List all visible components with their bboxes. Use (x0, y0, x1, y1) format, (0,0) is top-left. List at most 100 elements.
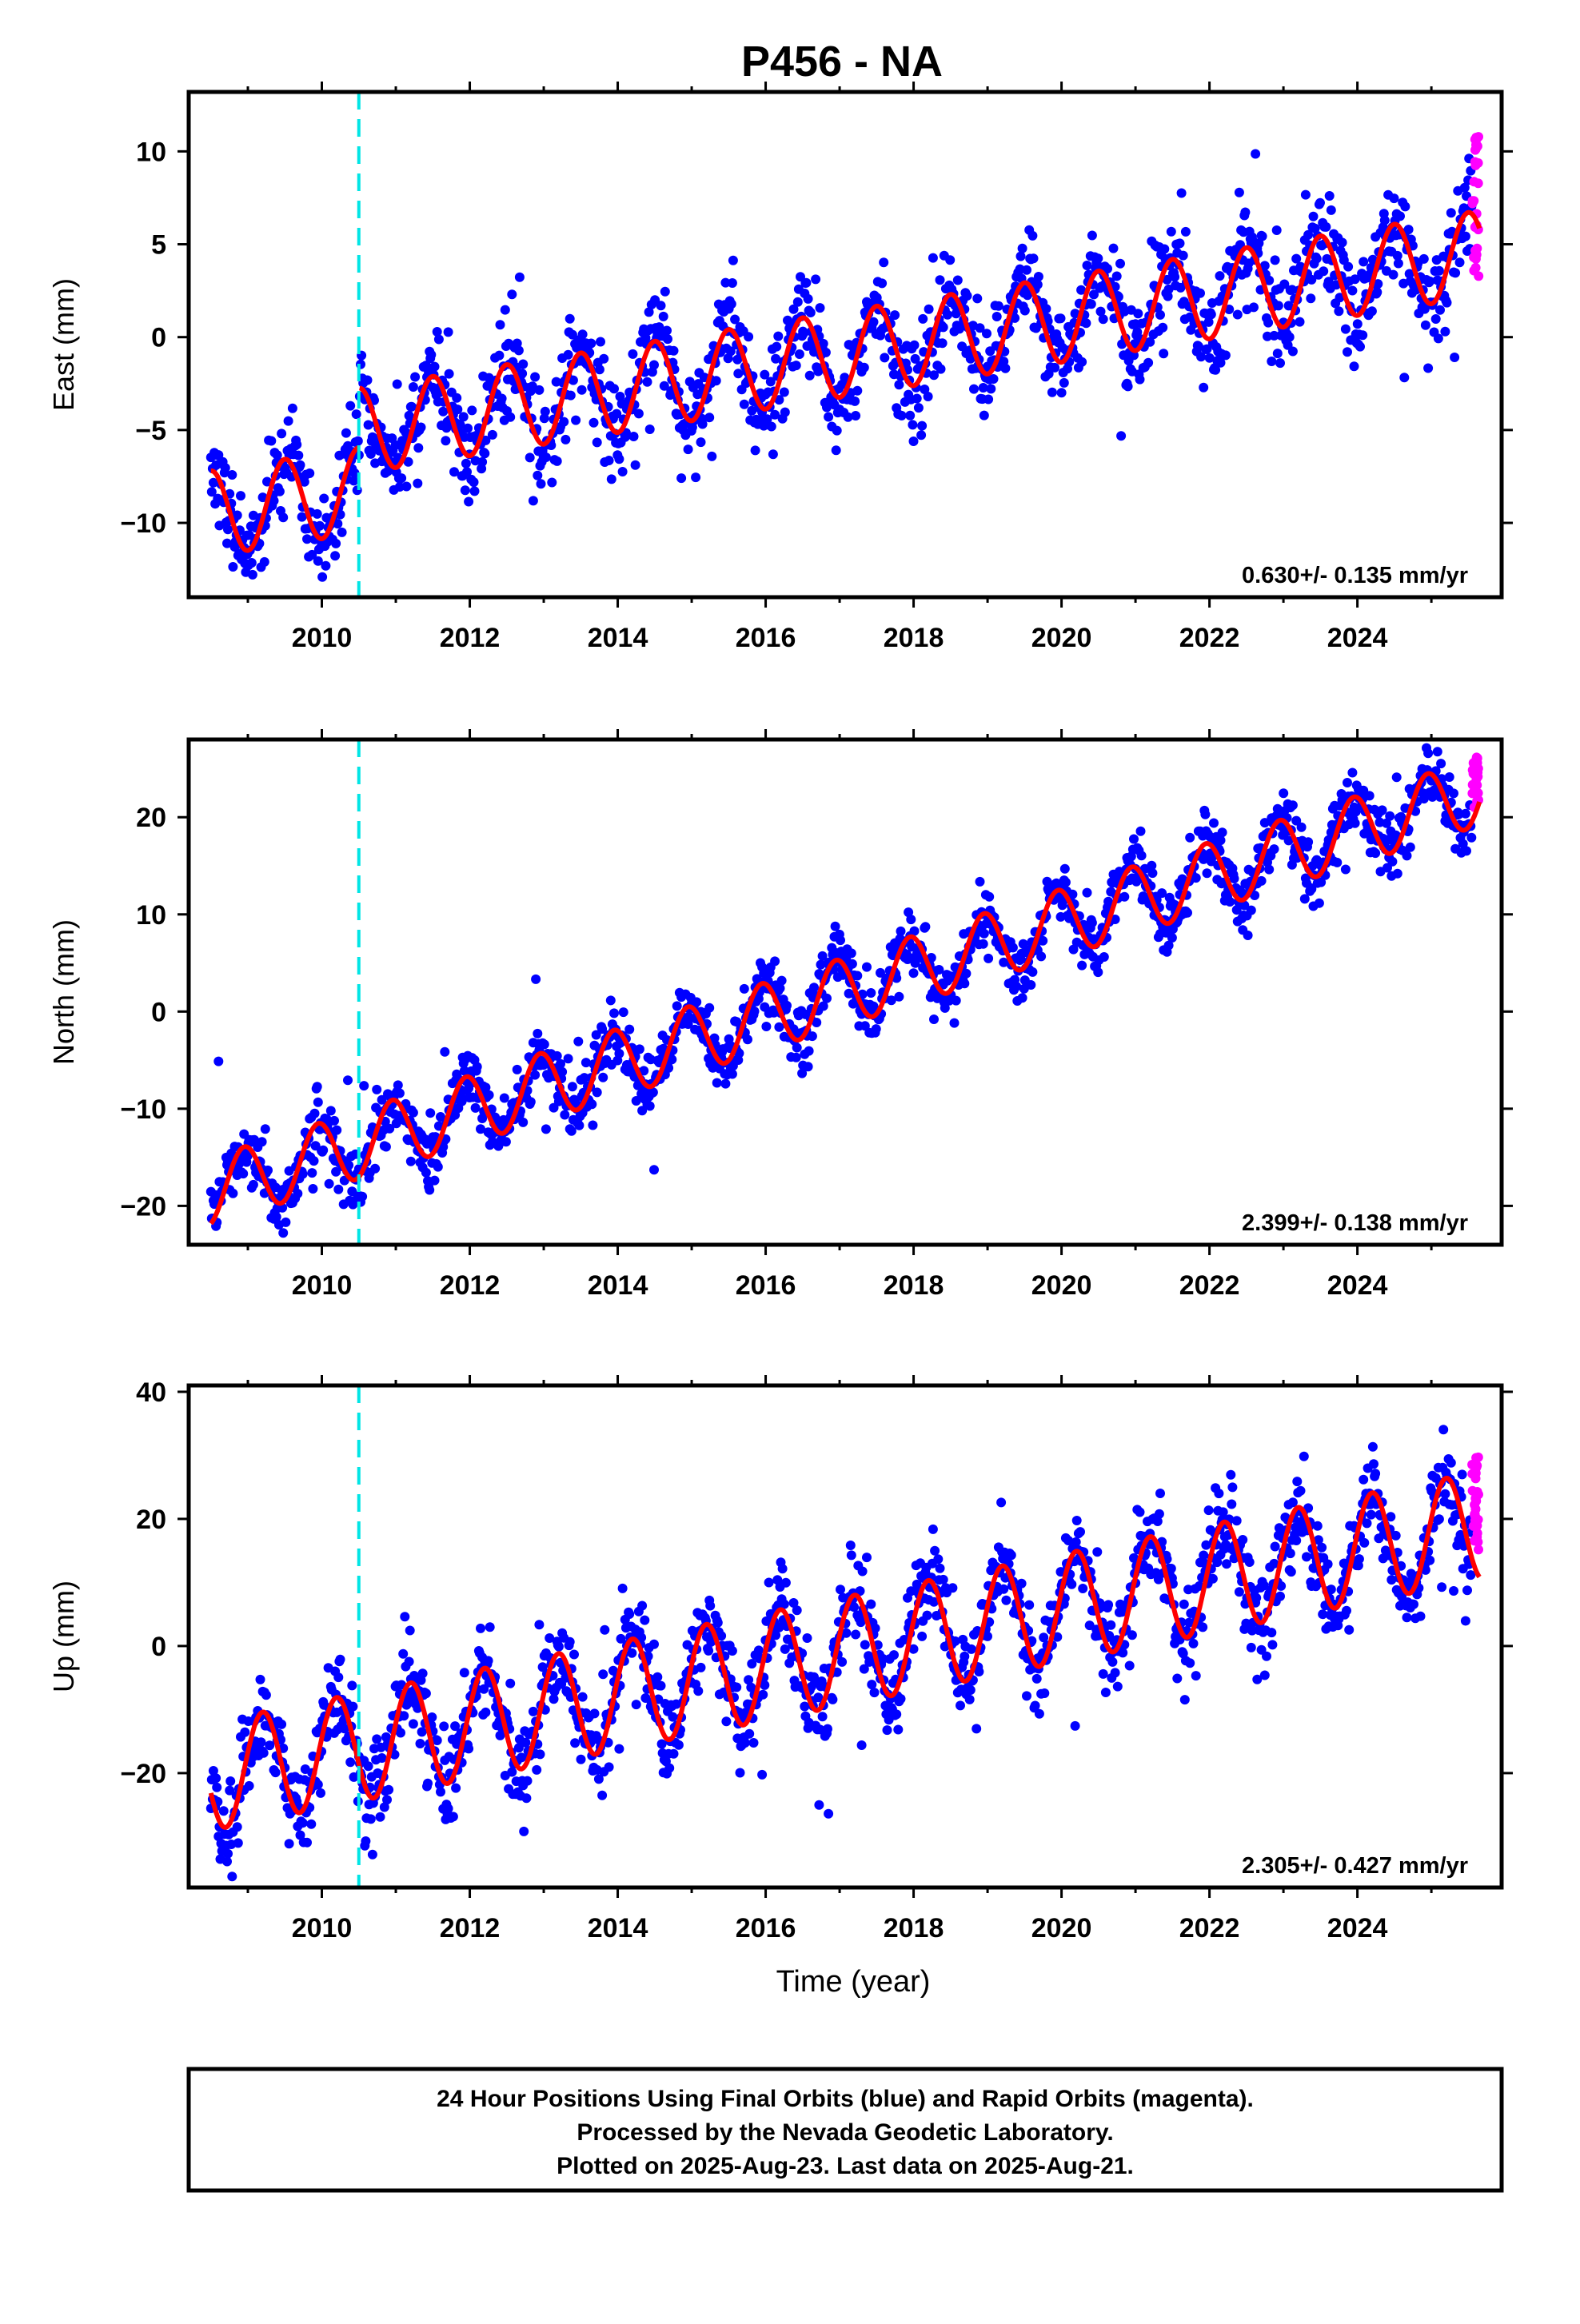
data-point (1246, 1642, 1256, 1652)
data-point (1234, 1587, 1244, 1597)
data-point (920, 922, 931, 932)
data-point (906, 915, 916, 925)
data-point (287, 403, 297, 413)
data-point (760, 1680, 770, 1690)
data-point (780, 1644, 790, 1654)
data-point (1462, 1585, 1472, 1596)
y-tick-label: 40 (136, 1377, 166, 1408)
data-point (1430, 314, 1441, 324)
data-point (1067, 1579, 1077, 1589)
panels: 2010 2012 2014 2016 2018 2020 2022 2024−10−5051… (47, 82, 1513, 1999)
data-point (617, 1583, 628, 1593)
data-point (871, 1024, 881, 1034)
data-point (333, 1184, 344, 1194)
data-point (1212, 1557, 1223, 1568)
data-point (857, 1566, 868, 1577)
data-point (1087, 918, 1097, 928)
data-point (259, 556, 269, 567)
rapid-point (1467, 1469, 1478, 1479)
data-point (495, 320, 505, 330)
data-point (577, 329, 588, 340)
data-point (1166, 1564, 1176, 1573)
data-point (774, 395, 784, 405)
data-point (732, 1682, 742, 1692)
data-point (1449, 1586, 1458, 1596)
data-point (362, 375, 373, 385)
data-point (979, 410, 989, 421)
data-point (257, 492, 268, 503)
data-point (1284, 332, 1295, 342)
data-point (483, 1656, 493, 1666)
data-point (443, 327, 453, 337)
rapid-point (1470, 253, 1481, 264)
data-point (627, 1648, 637, 1658)
x-tick-label: 2014 (588, 1270, 648, 1301)
data-point (818, 338, 828, 349)
data-point (577, 1692, 588, 1702)
data-point (683, 1019, 693, 1029)
data-point (246, 558, 257, 568)
data-point (1359, 1474, 1369, 1485)
data-point (545, 1633, 555, 1643)
rapid-point (1470, 262, 1481, 273)
data-point (284, 1839, 294, 1849)
data-point (574, 1120, 585, 1130)
data-point (460, 485, 470, 496)
data-point (1377, 805, 1387, 815)
data-point (676, 473, 687, 484)
data-point (1350, 818, 1360, 828)
data-point (331, 538, 341, 548)
x-tick-label: 2020 (1031, 1913, 1092, 1943)
data-point (427, 1712, 437, 1722)
data-point (912, 393, 922, 404)
data-point (1264, 864, 1275, 875)
data-point (307, 1168, 317, 1178)
data-point (935, 1563, 945, 1573)
data-point (577, 385, 587, 395)
data-point (1038, 935, 1048, 946)
data-point (227, 470, 237, 480)
data-point (1340, 864, 1351, 875)
data-point (956, 1700, 965, 1711)
data-point (463, 423, 473, 433)
data-point (1034, 1708, 1044, 1719)
data-point (1103, 1600, 1114, 1610)
data-point (1366, 1509, 1376, 1520)
data-point (1222, 1559, 1231, 1569)
data-point (349, 476, 359, 486)
data-point (822, 402, 832, 413)
data-point (836, 935, 845, 946)
data-point (779, 1599, 789, 1609)
data-point (213, 1056, 224, 1066)
data-point (1145, 337, 1155, 347)
data-point (1449, 788, 1458, 799)
data-point (617, 467, 628, 476)
data-point (394, 482, 405, 492)
data-point (1178, 250, 1188, 261)
data-point (297, 512, 307, 522)
data-point (1022, 265, 1031, 275)
data-point (1391, 772, 1402, 783)
data-point (278, 1228, 289, 1238)
data-point (1159, 244, 1170, 254)
data-point (532, 1764, 542, 1775)
data-point (1415, 1611, 1426, 1621)
data-point (1256, 875, 1267, 886)
data-point (1231, 1516, 1242, 1526)
data-point (345, 401, 356, 411)
data-point (1459, 182, 1470, 193)
data-point (1460, 808, 1470, 819)
data-point (866, 1599, 876, 1609)
data-point (978, 383, 988, 393)
data-point (696, 437, 706, 448)
data-point (712, 1617, 723, 1628)
data-point (1272, 349, 1283, 359)
data-point (648, 1087, 658, 1098)
data-point (1155, 309, 1165, 320)
data-point (934, 965, 944, 975)
data-point (319, 493, 329, 504)
data-point (804, 1046, 814, 1056)
data-point (631, 1096, 641, 1106)
